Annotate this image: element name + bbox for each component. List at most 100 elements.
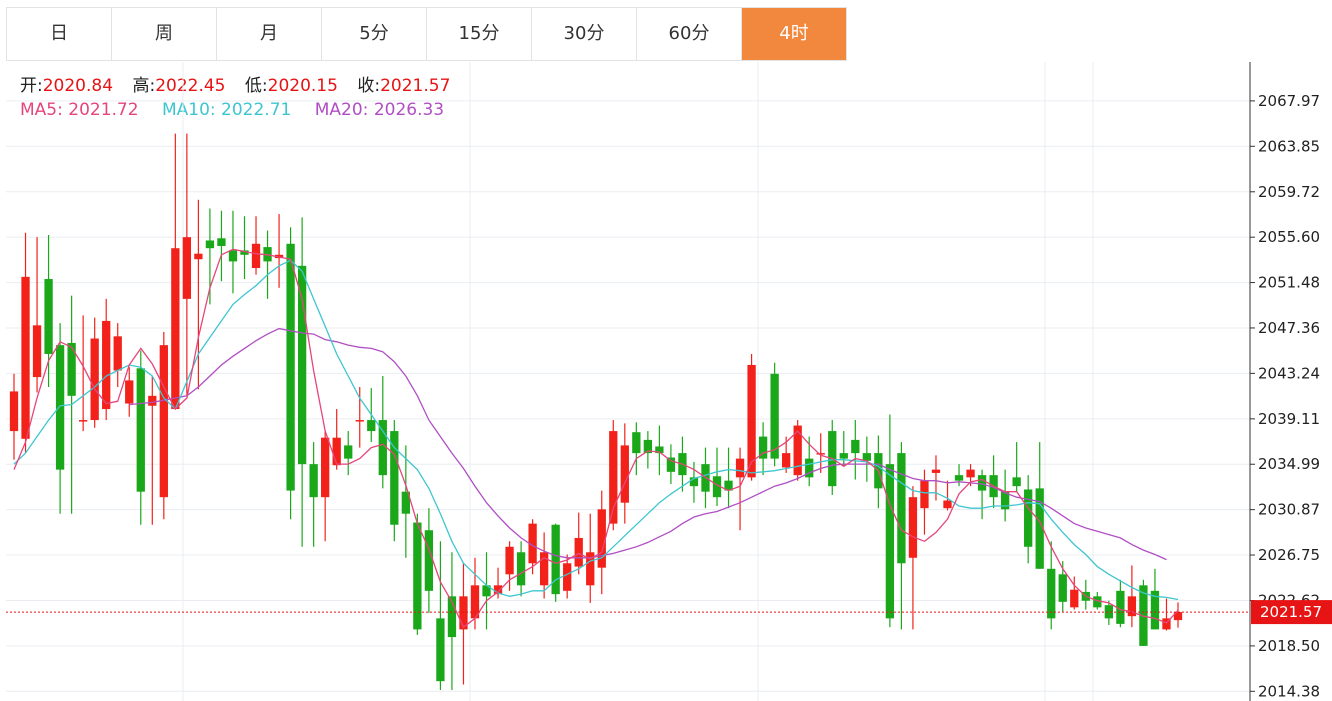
- candle-body-5: [67, 342, 76, 396]
- candle-body-101: [1173, 612, 1183, 621]
- candle-body-9: [113, 336, 122, 371]
- candle-body-6: [78, 420, 88, 422]
- candle-body-35: [413, 522, 422, 630]
- info-panel: 开:2020.84 高:2022.45 低:2020.15 收:2021.57 …: [20, 74, 464, 122]
- candle-body-88: [1024, 489, 1033, 547]
- candle-body-28: [332, 437, 341, 466]
- candle-body-16: [194, 253, 203, 260]
- tab-7[interactable]: 4时: [742, 8, 847, 60]
- candle-body-12: [148, 395, 157, 406]
- y-tick-label-3: 2026.75: [1258, 546, 1320, 564]
- y-tick-label-0: 2014.38: [1258, 682, 1320, 700]
- candle-body-63: [735, 458, 745, 478]
- candle-body-99: [1150, 590, 1160, 630]
- ma10-legend: MA10: 2022.71: [162, 100, 291, 120]
- candle-body-48: [563, 563, 572, 591]
- candle-body-83: [966, 469, 975, 478]
- candle-body-97: [1127, 596, 1137, 617]
- candle-body-39: [459, 596, 468, 630]
- candle-body-11: [136, 368, 145, 492]
- candle-body-91: [1058, 574, 1067, 602]
- candle-body-34: [401, 491, 410, 514]
- candle-body-87: [1012, 477, 1021, 487]
- candle-body-24: [286, 243, 295, 491]
- candle-body-27: [321, 437, 330, 498]
- candle-body-70: [816, 453, 825, 455]
- candle-body-80: [931, 469, 941, 473]
- candle-body-1: [21, 276, 30, 439]
- candle-body-64: [747, 364, 756, 478]
- tab-3[interactable]: 5分: [322, 8, 427, 60]
- candle-body-67: [782, 453, 791, 468]
- ma5-label: MA5:: [20, 100, 63, 120]
- y-tick-label-8: 2047.36: [1258, 319, 1320, 337]
- y-tick-label-11: 2059.72: [1258, 183, 1320, 201]
- tab-2[interactable]: 月: [217, 8, 322, 60]
- candle-body-86: [1000, 491, 1010, 510]
- period-tabs: 日周月 5分 15分 30分 60分 4时: [6, 7, 847, 61]
- open-value: 2020.84: [42, 76, 114, 96]
- candle-body-44: [516, 552, 526, 586]
- candle-body-84: [977, 475, 987, 491]
- candle-body-79: [920, 480, 929, 509]
- close-label: 收:: [357, 76, 381, 96]
- candle-body-55: [643, 439, 653, 454]
- candle-body-37: [436, 618, 445, 682]
- candle-body-47: [551, 524, 560, 595]
- tab-4[interactable]: 15分: [427, 8, 532, 60]
- candle-body-18: [217, 238, 226, 246]
- close-value: 2021.57: [380, 76, 451, 96]
- candle-body-21: [251, 243, 261, 269]
- high-value: 2022.45: [155, 76, 226, 96]
- y-tick-label-7: 2043.24: [1258, 364, 1320, 382]
- tab-1[interactable]: 周: [112, 8, 217, 60]
- candle-body-49: [574, 537, 583, 567]
- candle-body-45: [528, 523, 537, 564]
- candle-body-17: [205, 240, 215, 249]
- low-value: 2020.15: [267, 76, 338, 96]
- candle-body-52: [609, 431, 618, 524]
- candle-body-25: [297, 265, 307, 465]
- candle-body-2: [32, 325, 42, 378]
- candle-body-29: [344, 445, 353, 459]
- candle-body-0: [9, 391, 19, 432]
- candle-body-30: [355, 420, 364, 422]
- ma20-legend: MA20: 2026.33: [315, 100, 444, 120]
- candle-body-69: [805, 458, 814, 478]
- ma10-line: [13, 259, 1179, 601]
- candle-body-51: [597, 509, 606, 568]
- candle-body-40: [470, 585, 480, 619]
- candle-body-3: [44, 279, 53, 354]
- ma10-label: MA10:: [161, 100, 216, 120]
- candle-body-33: [390, 431, 399, 525]
- tab-0[interactable]: 日: [7, 8, 112, 60]
- y-tick-label-4: 2030.87: [1258, 501, 1320, 519]
- open-label: 开:: [20, 76, 43, 96]
- candle-body-7: [90, 338, 99, 421]
- candle-body-94: [1093, 596, 1102, 608]
- tab-6[interactable]: 60分: [637, 8, 742, 60]
- candle-body-53: [620, 445, 629, 503]
- candle-body-90: [1047, 568, 1056, 619]
- ma5-value: 2021.72: [68, 100, 139, 120]
- candle-body-31: [367, 420, 376, 432]
- y-tick-label-13: 2067.97: [1258, 92, 1320, 110]
- tab-5[interactable]: 30分: [532, 8, 637, 60]
- candle-body-57: [666, 457, 676, 472]
- candle-body-14: [171, 248, 180, 410]
- candle-body-43: [505, 546, 514, 575]
- candle-body-96: [1116, 590, 1125, 624]
- candle-body-74: [862, 453, 871, 461]
- candle-body-56: [655, 446, 664, 454]
- y-tick-label-9: 2051.48: [1258, 274, 1320, 292]
- y-tick-label-10: 2055.60: [1258, 228, 1320, 246]
- ma20-line: [129, 327, 1167, 561]
- candle-body-78: [908, 497, 918, 558]
- ma20-value: 2026.33: [373, 100, 445, 120]
- candle-body-92: [1070, 589, 1079, 608]
- candle-body-61: [712, 476, 722, 498]
- low-label: 低:: [244, 76, 268, 96]
- candle-body-72: [839, 453, 848, 459]
- candle-body-41: [482, 585, 491, 597]
